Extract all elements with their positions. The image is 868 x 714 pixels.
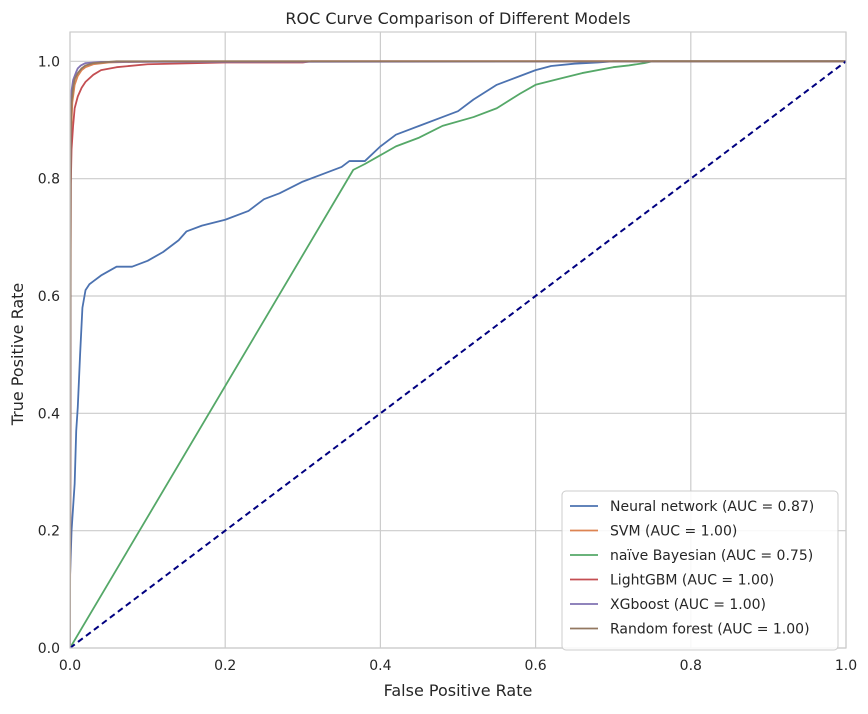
y-tick-label: 0.0	[38, 641, 60, 657]
x-tick-label: 0.2	[214, 658, 236, 674]
legend-entry-label: XGboost (AUC = 1.00)	[610, 597, 766, 613]
legend-entry-label: Random forest (AUC = 1.00)	[610, 622, 810, 638]
legend-entry-label: SVM (AUC = 1.00)	[610, 524, 737, 540]
chart-title: ROC Curve Comparison of Different Models	[285, 9, 630, 28]
legend-box	[561, 490, 839, 651]
y-tick-label: 0.6	[38, 289, 60, 305]
x-tick-label: 0.4	[369, 658, 391, 674]
x-axis-label: False Positive Rate	[384, 681, 533, 700]
legend-entry-label: Neural network (AUC = 0.87)	[610, 499, 814, 515]
y-tick-label: 0.4	[38, 406, 60, 422]
legend-entry-label: LightGBM (AUC = 1.00)	[610, 573, 774, 589]
legend-entry-label: naïve Bayesian (AUC = 0.75)	[610, 548, 813, 564]
x-tick-label: 1.0	[835, 658, 857, 674]
y-tick-label: 0.2	[38, 524, 60, 540]
chance-reference-line	[70, 60, 846, 648]
y-axis-label: True Positive Rate	[8, 283, 27, 427]
series-line-5	[70, 60, 846, 648]
series-line-0	[70, 60, 846, 578]
plot-frame	[69, 31, 847, 649]
x-tick-label: 0.6	[524, 658, 546, 674]
series-line-2	[70, 60, 846, 648]
legend: Neural network (AUC = 0.87) SVM (AUC = 1.…	[561, 490, 839, 651]
y-tick-label: 1.0	[38, 54, 60, 70]
x-tick-label: 0.8	[680, 658, 702, 674]
y-tick-label: 0.8	[38, 172, 60, 188]
x-tick-label: 0.0	[59, 658, 81, 674]
